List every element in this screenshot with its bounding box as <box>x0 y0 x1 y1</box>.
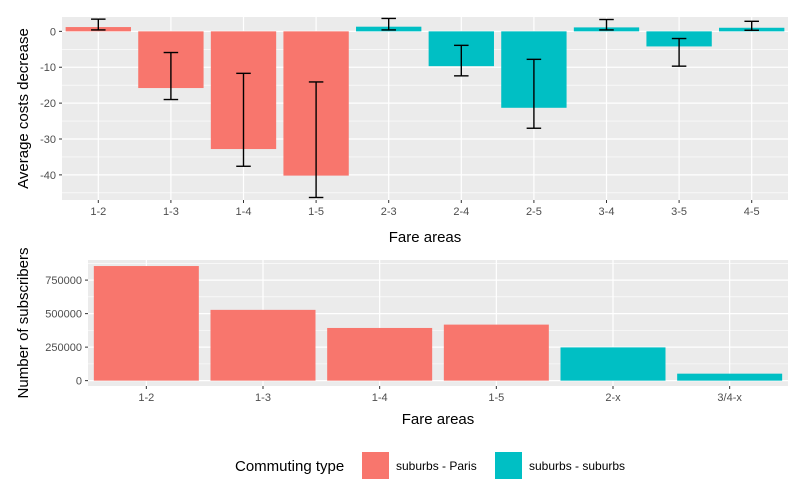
top-errorbar-1-4 <box>236 72 251 167</box>
top-xtick-label: 1-5 <box>308 206 324 218</box>
top-xtick-label: 4-5 <box>744 206 760 218</box>
top-xtick-label: 1-2 <box>90 206 106 218</box>
top-ytick-label: -40 <box>40 170 56 182</box>
bottom-panel <box>88 260 788 386</box>
legend-title: Commuting type <box>235 458 344 475</box>
bottom-xtick-label: 1-2 <box>138 392 154 404</box>
legend: Commuting type suburbs - Paris suburbs - s… <box>235 452 625 479</box>
bottom-bar-2-x <box>560 347 666 381</box>
top-ytick-label: -30 <box>40 134 56 146</box>
top-ytick-label: -10 <box>40 62 56 74</box>
bottom-bar-3-4-x <box>677 373 783 381</box>
top-errorbar-3-5 <box>671 37 687 67</box>
legend-label: suburbs - suburbs <box>529 459 625 473</box>
top-x-axis-title: Fare areas <box>389 229 462 246</box>
bottom-bar-1-3 <box>210 309 316 381</box>
bottom-ytick-label: 750000 <box>45 275 82 287</box>
legend-swatch <box>362 452 389 479</box>
bottom-ytick-label: 250000 <box>45 342 82 354</box>
top-xtick-label: 2-4 <box>453 206 469 218</box>
bottom-bar-1-2 <box>93 266 199 381</box>
bottom-ytick-label: 500000 <box>45 309 82 321</box>
top-errorbar-3-4 <box>599 18 614 31</box>
bottom-xtick-label: 1-3 <box>255 392 271 404</box>
bottom-chart: 0 250000 500000 750000 1-2 1-3 1-4 1-5 2-x 3/4-x F… <box>15 248 788 428</box>
bottom-x-axis-title: Fare areas <box>402 411 475 428</box>
bottom-ytick-label: 0 <box>76 376 82 388</box>
top-xtick-label: 1-4 <box>236 206 252 218</box>
top-errorbar-4-5 <box>744 20 759 31</box>
top-xtick-label: 3-5 <box>671 206 687 218</box>
top-errorbar-1-5 <box>308 81 324 199</box>
bottom-bar-1-5 <box>443 324 549 381</box>
bottom-xtick-label: 3/4-x <box>717 392 742 404</box>
top-ytick-label: 0 <box>50 26 56 38</box>
top-errorbar-1-2 <box>91 18 106 31</box>
bottom-xtick-label: 1-5 <box>488 392 504 404</box>
top-errorbar-2-4 <box>454 44 469 77</box>
top-xtick-label: 2-3 <box>381 206 397 218</box>
legend-item-suburbs-Paris: suburbs - Paris <box>362 452 477 479</box>
top-chart: 0 -10 -20 -30 -40 1-2 1-3 1-4 1-5 2-3 2-4 2-5 3-4 3-5… <box>15 17 788 246</box>
legend-label: suburbs - Paris <box>396 459 477 473</box>
bottom-xtick-label: 2-x <box>605 392 621 404</box>
bottom-bar-1-4 <box>327 327 433 381</box>
top-errorbar-2-5 <box>526 58 542 129</box>
bottom-xtick-label: 1-4 <box>372 392 388 404</box>
top-errorbar-1-3 <box>163 51 179 101</box>
bottom-y-axis-title: Number of subscribers <box>15 248 32 399</box>
top-ytick-label: -20 <box>40 98 56 110</box>
top-xtick-label: 1-3 <box>163 206 179 218</box>
top-xtick-label: 3-4 <box>599 206 615 218</box>
top-xtick-label: 2-5 <box>526 206 542 218</box>
top-y-axis-title: Average costs decrease <box>15 28 32 189</box>
legend-swatch <box>495 452 522 479</box>
top-errorbar-2-3 <box>381 17 396 31</box>
legend-item-suburbs-suburbs: suburbs - suburbs <box>495 452 625 479</box>
